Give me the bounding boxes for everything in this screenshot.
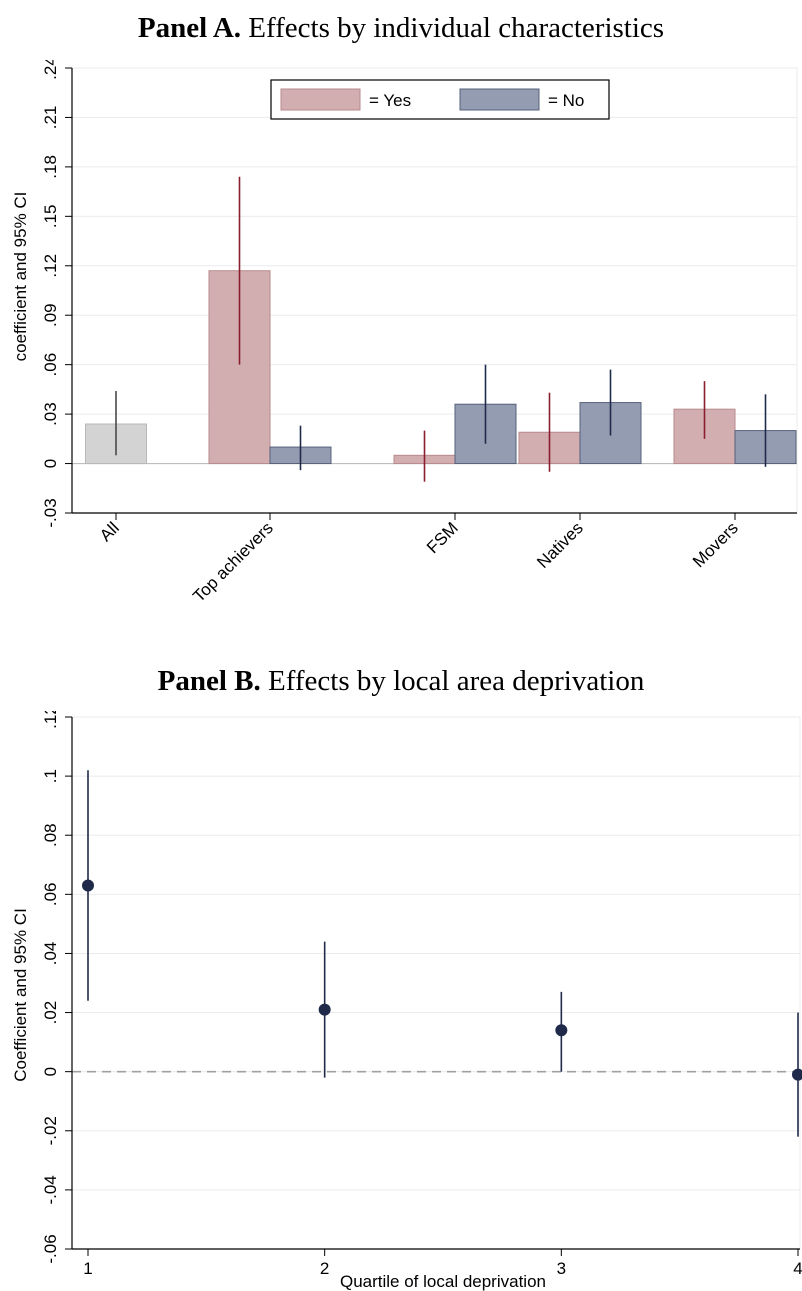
y-tick-label: 0 [41,459,60,468]
y-tick-label: .24 [41,60,60,80]
y-tick-label: .08 [41,823,60,847]
panel-b-title: Panel B. Effects by local area deprivati… [0,665,802,698]
y-tick-label: .15 [41,205,60,229]
x-tick-label: 1 [83,1259,92,1278]
y-tick-label: .06 [41,353,60,377]
panel-b-scatter-chart: -.06 -.04 -.02 0 .02 .04 .06 .08 .1 .12 1 2 3 4 Quarti… [11,711,802,1291]
y-tick-label: .12 [41,711,60,729]
y-tick-label: .12 [41,254,60,278]
data-point [318,1003,331,1016]
y-axis-title: coefficient and 95% CI [11,192,30,362]
y-tick-label: .21 [41,106,60,130]
x-tick-label: Movers [689,518,742,571]
x-tick-label: 3 [557,1259,566,1278]
plot-frame [71,716,801,1250]
panel-b-title-bold: Panel B. [157,665,261,697]
x-tick-label: 2 [320,1259,329,1278]
y-tick-label: .04 [41,942,60,966]
y-axis-title: Coefficient and 95% CI [11,908,30,1082]
data-point [792,1068,802,1081]
y-tick-label: .02 [41,1001,60,1025]
panel-a-title-bold: Panel A. [137,12,242,44]
x-tick-label: FSM [423,518,462,557]
legend-swatch-yes [280,88,361,111]
panel-a-bar-chart: -.03 0 .03 .06 .09 .12 .15 .18 .21 .24 All Top achi… [11,60,798,606]
y-tick-label: .03 [41,402,60,426]
panel-b-title-rest: Effects by local area deprivation [260,665,645,697]
data-point [82,879,94,892]
x-tick-label: 4 [793,1259,802,1278]
panel-a-title: Panel A. Effects by individual character… [0,12,802,45]
x-tick-label: Natives [533,518,587,572]
legend-label-no: = No [548,91,584,110]
y-tick-label: .18 [41,155,60,179]
x-tick-label: All [96,518,123,545]
legend-swatch-no [459,88,540,111]
y-tick-label: -.04 [41,1175,60,1204]
panel-a-legend: = Yes = No [270,79,610,120]
x-tick-label: Top achievers [189,518,277,606]
y-tick-label: .1 [41,769,60,783]
panel-a-title-rest: Effects by individual characteristics [241,12,665,44]
y-tick-label: .09 [41,303,60,327]
y-tick-label: -.06 [41,1234,60,1263]
y-tick-label: -.03 [41,498,60,527]
x-axis-title: Quartile of local deprivation [340,1272,546,1291]
y-tick-label: 0 [41,1067,60,1076]
legend-label-yes: = Yes [369,91,411,110]
y-tick-label: -.02 [41,1116,60,1145]
y-tick-label: .06 [41,883,60,907]
data-point [555,1024,568,1037]
